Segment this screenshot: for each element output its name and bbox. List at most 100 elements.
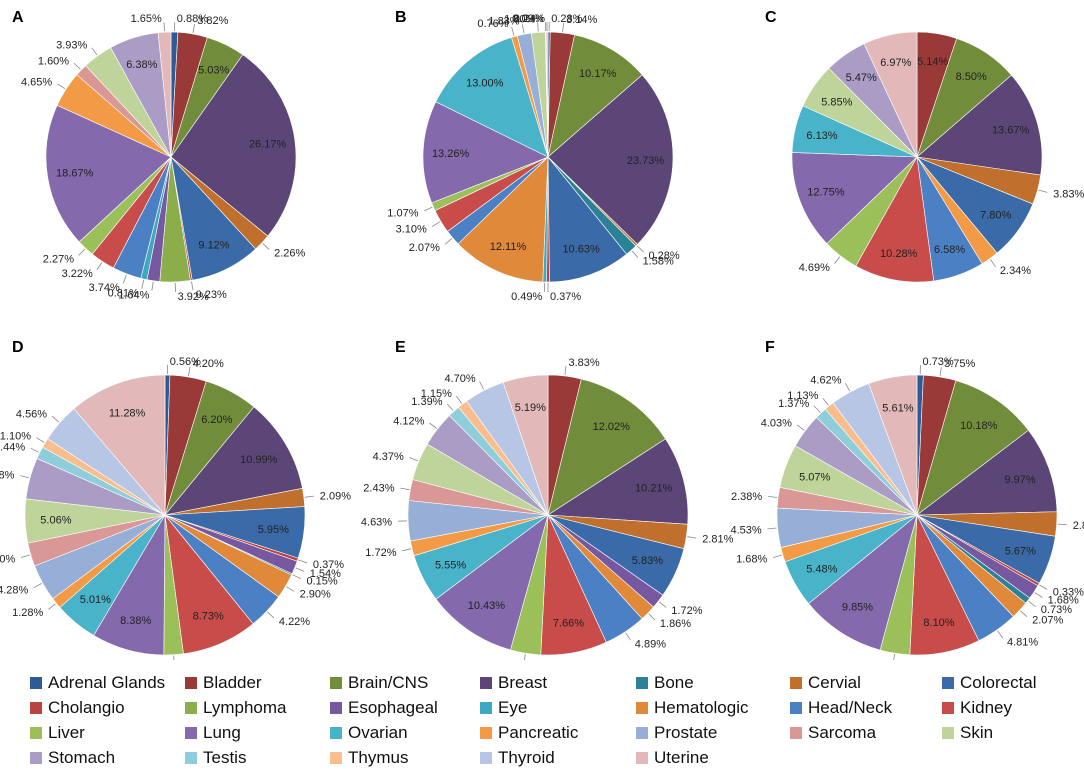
slice-label: 2.09% bbox=[320, 491, 351, 503]
slice-label: 2.38% bbox=[731, 491, 762, 503]
pie-slice-kidney bbox=[855, 156, 935, 283]
legend-swatch bbox=[942, 702, 954, 714]
slice-label: 6.97% bbox=[880, 57, 911, 69]
slice-label: 0.81% bbox=[108, 288, 139, 300]
legend-item: Cervial bbox=[790, 672, 861, 694]
slice-label: 5.07% bbox=[799, 472, 830, 484]
leader-line bbox=[1020, 610, 1028, 618]
legend-label: Prostate bbox=[654, 723, 718, 742]
slice-label: 23.73% bbox=[627, 155, 665, 167]
slice-label: 3.10% bbox=[396, 224, 427, 236]
legend-label: Esophageal bbox=[348, 698, 438, 717]
pie-slice-uterine bbox=[863, 31, 918, 158]
leader-line bbox=[997, 630, 1004, 639]
leader-line bbox=[33, 583, 42, 589]
slice-label: 4.53% bbox=[730, 524, 761, 536]
slice-label: 1.65% bbox=[131, 13, 162, 25]
leader-line bbox=[292, 574, 301, 579]
legend-label: Eye bbox=[498, 698, 528, 717]
leader-line bbox=[796, 424, 805, 431]
leader-line bbox=[1028, 600, 1036, 608]
legend-item: Sarcoma bbox=[790, 722, 876, 744]
legend-swatch bbox=[185, 727, 197, 739]
leader-line bbox=[286, 586, 295, 592]
legend-item: Bone bbox=[636, 672, 694, 694]
slice-label: 4.63% bbox=[361, 516, 392, 528]
legend-swatch bbox=[30, 702, 42, 714]
legend-label: Cervial bbox=[808, 673, 861, 692]
legend-item: Cholangio bbox=[30, 697, 125, 719]
pie-slice-colorectal bbox=[547, 156, 628, 283]
legend-swatch bbox=[790, 677, 802, 689]
slice-label: 4.28% bbox=[0, 585, 29, 597]
leader-line bbox=[1039, 584, 1048, 590]
leader-line bbox=[648, 613, 656, 621]
slice-label: 1.60% bbox=[38, 55, 69, 67]
slice-label: 3.82% bbox=[197, 15, 228, 27]
leader-line bbox=[768, 496, 778, 498]
slice-label: 1.68% bbox=[736, 554, 767, 566]
slice-label: 4.65% bbox=[21, 77, 52, 89]
pie-slice-lung bbox=[435, 514, 549, 651]
slice-label: 9.85% bbox=[842, 602, 873, 614]
leader-line bbox=[845, 383, 851, 392]
leader-line bbox=[511, 26, 515, 36]
slice-label: 3.74% bbox=[89, 282, 120, 294]
slice-label: 1.58% bbox=[643, 256, 674, 268]
leader-line bbox=[188, 367, 191, 377]
slice-label: 6.13% bbox=[806, 130, 837, 142]
slice-label: 0.37% bbox=[313, 559, 344, 571]
slice-label: 2.43% bbox=[363, 482, 394, 494]
legend-swatch bbox=[330, 727, 342, 739]
leader-line bbox=[767, 527, 777, 530]
leader-line bbox=[658, 601, 667, 608]
slice-label: 12.75% bbox=[807, 187, 845, 199]
legend-swatch bbox=[790, 727, 802, 739]
legend-item: Liver bbox=[30, 722, 85, 744]
leader-line bbox=[990, 259, 996, 268]
legend-label: Lymphoma bbox=[203, 698, 287, 717]
leader-line bbox=[834, 256, 841, 264]
slice-label: 3.22% bbox=[62, 268, 93, 280]
legend-label: Bone bbox=[654, 673, 694, 692]
legend-label: Thymus bbox=[348, 748, 409, 767]
legend-label: Stomach bbox=[48, 748, 116, 767]
legend-label: Thyroid bbox=[498, 748, 555, 767]
legend-item: Uterine bbox=[636, 747, 709, 769]
pie-slice-brain-cns bbox=[547, 378, 666, 516]
slice-label: 0.49% bbox=[511, 291, 542, 303]
legend-label: Bladder bbox=[203, 673, 262, 692]
legend-item: Thyroid bbox=[480, 747, 555, 769]
pie-slice-brain-cns bbox=[547, 34, 643, 158]
leader-line bbox=[455, 396, 463, 404]
leader-line bbox=[151, 281, 154, 291]
pie-chart-c: C 5.14% 8.50% 13.67% 3.83% 7.80% 2.34% 6.58% 10.… bbox=[765, 9, 1084, 283]
slice-label: 11.28% bbox=[109, 408, 146, 420]
leader-line bbox=[304, 495, 314, 498]
legend-item: Lung bbox=[185, 722, 241, 744]
legend-label: Pancreatic bbox=[498, 723, 579, 742]
leader-line bbox=[36, 437, 45, 443]
legend-item: Stomach bbox=[30, 747, 115, 769]
legend-item: Kidney bbox=[942, 697, 1012, 719]
legend-label: Head/Neck bbox=[808, 698, 893, 717]
slice-label: 12.11% bbox=[490, 241, 527, 253]
leader-line bbox=[163, 22, 165, 32]
slice-label: 5.85% bbox=[821, 97, 852, 109]
legend-item: Esophageal bbox=[330, 697, 438, 719]
slice-label: 5.01% bbox=[80, 594, 111, 606]
leader-line bbox=[191, 281, 194, 291]
pie-slice-uterine bbox=[502, 374, 549, 516]
legend-item: Brain/CNS bbox=[330, 672, 428, 694]
slice-label: 12.02% bbox=[593, 421, 631, 433]
slice-label: 26.17% bbox=[249, 139, 287, 151]
pie-slice-lung bbox=[45, 104, 172, 243]
legend-item: Skin bbox=[942, 722, 993, 744]
legend-swatch bbox=[30, 727, 42, 739]
leader-line bbox=[893, 654, 895, 660]
slice-label: 3.93% bbox=[56, 40, 87, 52]
legend-label: Brain/CNS bbox=[348, 673, 429, 692]
legend-swatch bbox=[185, 752, 197, 764]
leader-line bbox=[446, 403, 454, 411]
slice-label: 1.54% bbox=[310, 568, 341, 580]
